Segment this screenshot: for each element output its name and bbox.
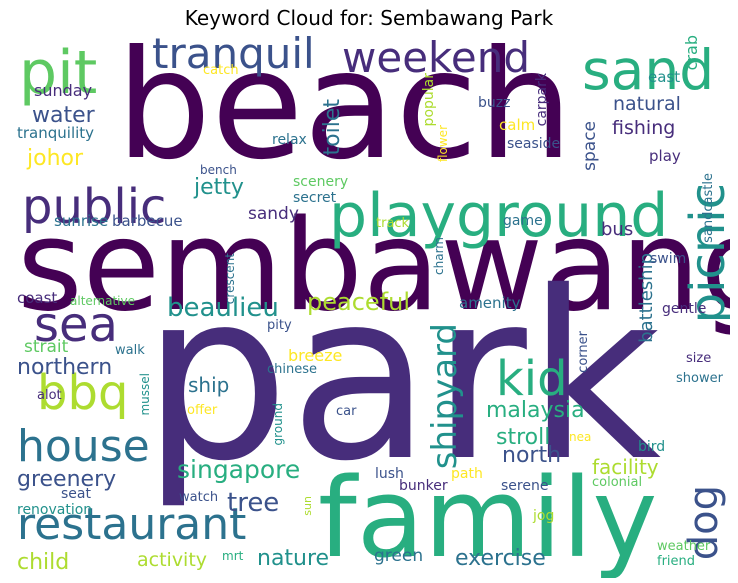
word-tranquil: tranquil [152, 33, 315, 78]
word-catch: catch [203, 63, 239, 78]
word-relax: relax [272, 132, 307, 148]
word-crab: crab [682, 35, 701, 71]
word-car: car [336, 404, 357, 419]
word-facility: facility [592, 455, 659, 479]
word-beach: beach [116, 33, 573, 193]
word-pit: pit [19, 38, 98, 108]
word-strait: strait [24, 337, 69, 357]
word-lush: lush [375, 466, 404, 482]
word-seat: seat [61, 486, 91, 502]
cloud-title: Keyword Cloud for: Sembawang Park [184, 6, 554, 30]
word-calm: calm [499, 116, 536, 134]
word-nature: nature [257, 546, 330, 571]
word-johor: johor [27, 146, 84, 171]
word-space: space [580, 121, 600, 171]
word-barbecue: barbecue [112, 212, 183, 230]
word-fishing: fishing [612, 117, 676, 139]
word-offer: offer [187, 403, 218, 418]
word-path: path [451, 466, 483, 482]
word-shipyard: shipyard [425, 323, 465, 470]
word-ground: ground [271, 403, 285, 446]
word-kid: kid [496, 351, 568, 407]
word-coast: coast [17, 289, 58, 307]
word-carpark: carpark [534, 73, 550, 127]
word-singapore: singapore [177, 455, 301, 484]
word-alternative: alternative [70, 294, 135, 308]
word-playground: playground [329, 181, 669, 251]
word-sunrise: sunrise [54, 212, 109, 230]
word-activity: activity [137, 549, 208, 571]
word-track: track [376, 216, 410, 231]
word-colonial: colonial [592, 475, 643, 490]
word-renovation: renovation [17, 502, 93, 518]
word-popular: popular [421, 73, 437, 127]
word-shower: shower [676, 371, 723, 386]
word-play: play [649, 147, 681, 165]
word-restaurant: restaurant [17, 499, 247, 550]
word-bbq: bbq [37, 365, 129, 421]
word-tranquility: tranquility [17, 124, 95, 142]
word-bus: bus [601, 219, 634, 240]
word-mussel: mussel [138, 373, 152, 416]
word-mrt: mrt [222, 549, 244, 563]
word-sand: sand [582, 38, 715, 102]
word-north: north [502, 443, 562, 468]
word-friend: friend [657, 554, 696, 569]
word-bench: bench [200, 163, 237, 177]
word-walk: walk [115, 343, 145, 358]
word-greenery: greenery [17, 467, 117, 492]
word-weekend: weekend [342, 33, 530, 82]
word-jog: jog [533, 508, 555, 524]
word-sandy: sandy [248, 204, 299, 224]
word-size: size [686, 351, 712, 366]
word-house: house [17, 421, 150, 472]
word-swim: swim [650, 251, 687, 267]
word-ship: ship [188, 373, 230, 397]
word-corner: corner [576, 331, 591, 373]
word-water: water [32, 103, 95, 128]
word-tree: tree [227, 488, 280, 518]
word-sandcastle: sandcastle [701, 173, 716, 243]
word-jetty: jetty [194, 175, 244, 200]
word-scenery: scenery [293, 174, 349, 190]
word-beaulieu: beaulieu [167, 293, 279, 323]
word-serene: serene [501, 478, 549, 494]
word-bunker: bunker [399, 478, 448, 494]
word-malaysia: malaysia [486, 398, 585, 423]
word-sembawang: sembawang [17, 192, 730, 339]
word-sun: sun [301, 496, 314, 516]
word-pity: pity [267, 318, 292, 333]
word-amenity: amenity [459, 294, 521, 312]
word-crescent: crescent [223, 253, 237, 305]
word-charm: charm [432, 237, 446, 275]
word-secret: secret [293, 190, 337, 206]
word-family: family [318, 454, 658, 578]
word-stroll: stroll [496, 425, 551, 450]
word-east: east [648, 68, 681, 86]
word-exercise: exercise [455, 546, 546, 571]
word-northern: northern [17, 355, 113, 380]
word-buzz: buzz [478, 95, 511, 111]
word-public: public [22, 179, 167, 235]
word-flower: flower [436, 125, 450, 163]
word-alot: alot [37, 388, 62, 403]
word-weather: weather [657, 539, 711, 554]
word-cloud: beach sembawang park family playground pit san… [12, 33, 730, 578]
word-bird: bird [638, 439, 666, 455]
word-chinese: chinese [267, 362, 318, 377]
word-sea: sea [34, 297, 118, 353]
word-child: child [17, 550, 70, 575]
word-peaceful: peaceful [307, 288, 410, 316]
word-green: green [374, 546, 424, 566]
word-seaside: seaside [507, 136, 561, 152]
word-toilet: toilet [320, 99, 345, 156]
word-sunday: sunday [34, 81, 93, 100]
word-breeze: breeze [288, 346, 343, 365]
word-nea: nea [569, 430, 592, 444]
word-natural: natural [613, 93, 681, 115]
word-park: park [142, 242, 662, 512]
word-game: game [503, 213, 543, 229]
word-gentle: gentle [662, 301, 707, 317]
word-watch: watch [179, 490, 219, 505]
